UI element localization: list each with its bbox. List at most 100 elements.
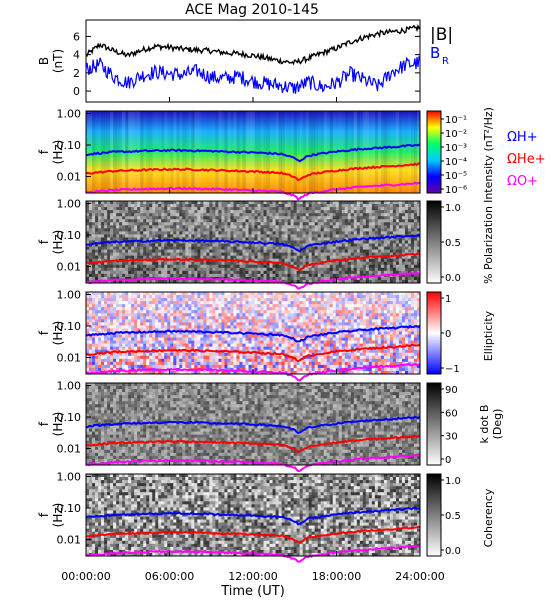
spectrogram-cell bbox=[101, 264, 105, 269]
spectrogram-cell bbox=[296, 270, 300, 275]
spectrogram-cell bbox=[269, 270, 273, 275]
spectrogram-cell bbox=[152, 322, 156, 326]
spectrogram-cell bbox=[101, 267, 105, 272]
spectrogram-cell bbox=[173, 292, 177, 296]
spectrogram-cell bbox=[335, 252, 340, 256]
spectrogram-cell bbox=[89, 304, 93, 308]
spectrogram-cell bbox=[113, 246, 117, 250]
spectrogram-cell bbox=[296, 207, 300, 211]
spectrogram-cell bbox=[266, 243, 270, 247]
spectrogram-cell bbox=[356, 301, 361, 305]
spectrogram-cell bbox=[281, 225, 285, 229]
spectrogram-cell bbox=[368, 264, 373, 269]
spectrogram-cell bbox=[185, 219, 189, 223]
spectrogram-cell bbox=[344, 337, 349, 341]
spectrogram-cell bbox=[206, 310, 210, 314]
spectrogram-cell bbox=[161, 337, 165, 341]
spectrogram-cell bbox=[194, 334, 198, 338]
spectrogram-cell bbox=[323, 225, 328, 229]
spectrogram-cell bbox=[329, 204, 334, 208]
spectrogram-cell bbox=[248, 304, 252, 308]
spectrogram-cell bbox=[308, 313, 312, 317]
spectrogram-cell bbox=[236, 279, 240, 284]
spectrogram-cell bbox=[242, 310, 246, 314]
spectrogram-cell bbox=[119, 204, 123, 208]
spectrogram-cell bbox=[413, 304, 418, 308]
spectrogram-cell bbox=[389, 216, 394, 220]
spectrogram-cell bbox=[221, 267, 225, 272]
spectrogram-cell bbox=[191, 295, 195, 299]
spectrogram-cell bbox=[323, 276, 328, 281]
spectrogram-cell bbox=[236, 249, 240, 253]
spectrogram-cell bbox=[254, 213, 258, 217]
spectrogram-cell bbox=[248, 322, 252, 326]
spectrogram-cell bbox=[380, 298, 385, 302]
spectrogram-cell bbox=[335, 304, 340, 308]
spectrogram-cell bbox=[416, 210, 421, 214]
spectrogram-cell bbox=[317, 255, 321, 260]
spectrogram-cell bbox=[176, 243, 180, 247]
spectrogram-cell bbox=[104, 319, 108, 323]
spectrogram-cell bbox=[194, 322, 198, 326]
spectrogram-cell bbox=[110, 228, 114, 232]
spectrogram-cell bbox=[95, 295, 99, 299]
spectrogram-cell bbox=[377, 319, 382, 323]
spectrogram-cell bbox=[332, 222, 337, 226]
spectrogram-cell bbox=[257, 267, 261, 272]
intensity-streak bbox=[285, 111, 288, 193]
spectrogram-cell bbox=[380, 243, 385, 247]
spectrogram-cell bbox=[362, 231, 367, 235]
spectrogram-cell bbox=[263, 337, 267, 341]
spectrogram-cell bbox=[377, 301, 382, 305]
spectrogram-cell bbox=[161, 246, 165, 250]
spectrogram-cell bbox=[128, 316, 132, 320]
spectrogram-cell bbox=[404, 249, 409, 253]
colorbar-tick-label: 10⁻⁴ bbox=[445, 157, 467, 168]
spectrogram-cell bbox=[413, 207, 418, 211]
spectrogram-cell bbox=[392, 261, 397, 266]
spectrogram-cell bbox=[209, 304, 213, 308]
spectrogram-cell bbox=[227, 207, 231, 211]
spectrogram-cell bbox=[230, 210, 234, 214]
spectrogram-cell bbox=[254, 270, 258, 275]
spectrogram-cell bbox=[272, 231, 276, 235]
spectrogram-cell bbox=[317, 334, 321, 338]
spectrogram-cell bbox=[95, 249, 99, 253]
spectrogram-cell bbox=[326, 264, 331, 269]
spectrogram-cell bbox=[359, 304, 364, 308]
spectrogram-cell bbox=[275, 240, 279, 244]
spectrogram-cell bbox=[335, 207, 340, 211]
spectrogram-cell bbox=[116, 295, 120, 299]
spectrogram-cell bbox=[251, 201, 255, 205]
spectrogram-cell bbox=[233, 204, 237, 208]
spectrogram-cell bbox=[128, 337, 132, 341]
spectrogram-cell bbox=[149, 295, 153, 299]
spectrogram-cell bbox=[263, 234, 267, 238]
spectrogram-cell bbox=[296, 273, 300, 278]
spectrogram-cell bbox=[134, 252, 138, 256]
spectrogram-cell bbox=[374, 328, 379, 332]
spectrogram-cell bbox=[227, 319, 231, 323]
spectrogram-cell bbox=[284, 298, 288, 302]
spectrogram-cell bbox=[116, 234, 120, 238]
spectrogram-cell bbox=[317, 316, 321, 320]
spectrogram-cell bbox=[257, 270, 261, 275]
spectrogram-cell bbox=[206, 295, 210, 299]
spectrogram-cell bbox=[341, 304, 346, 308]
spectrogram-cell bbox=[371, 252, 376, 256]
spectrogram-cell bbox=[260, 301, 264, 305]
spectrogram-cell bbox=[149, 243, 153, 247]
spectrogram-cell bbox=[362, 207, 367, 211]
spectrogram-cell bbox=[137, 201, 141, 205]
spectrogram-cell bbox=[287, 258, 291, 263]
spectrogram-cell bbox=[176, 207, 180, 211]
spectrogram-cell bbox=[353, 204, 358, 208]
spectrogram-cell bbox=[149, 322, 153, 326]
spectrogram-cell bbox=[92, 255, 96, 260]
spectrogram-cell bbox=[374, 243, 379, 247]
spectrogram-cell bbox=[332, 228, 337, 232]
spectrogram-cell bbox=[206, 334, 210, 338]
spectrogram-cell bbox=[170, 310, 174, 314]
spectrogram-cell bbox=[248, 292, 252, 296]
spectrogram-cell bbox=[410, 334, 415, 338]
